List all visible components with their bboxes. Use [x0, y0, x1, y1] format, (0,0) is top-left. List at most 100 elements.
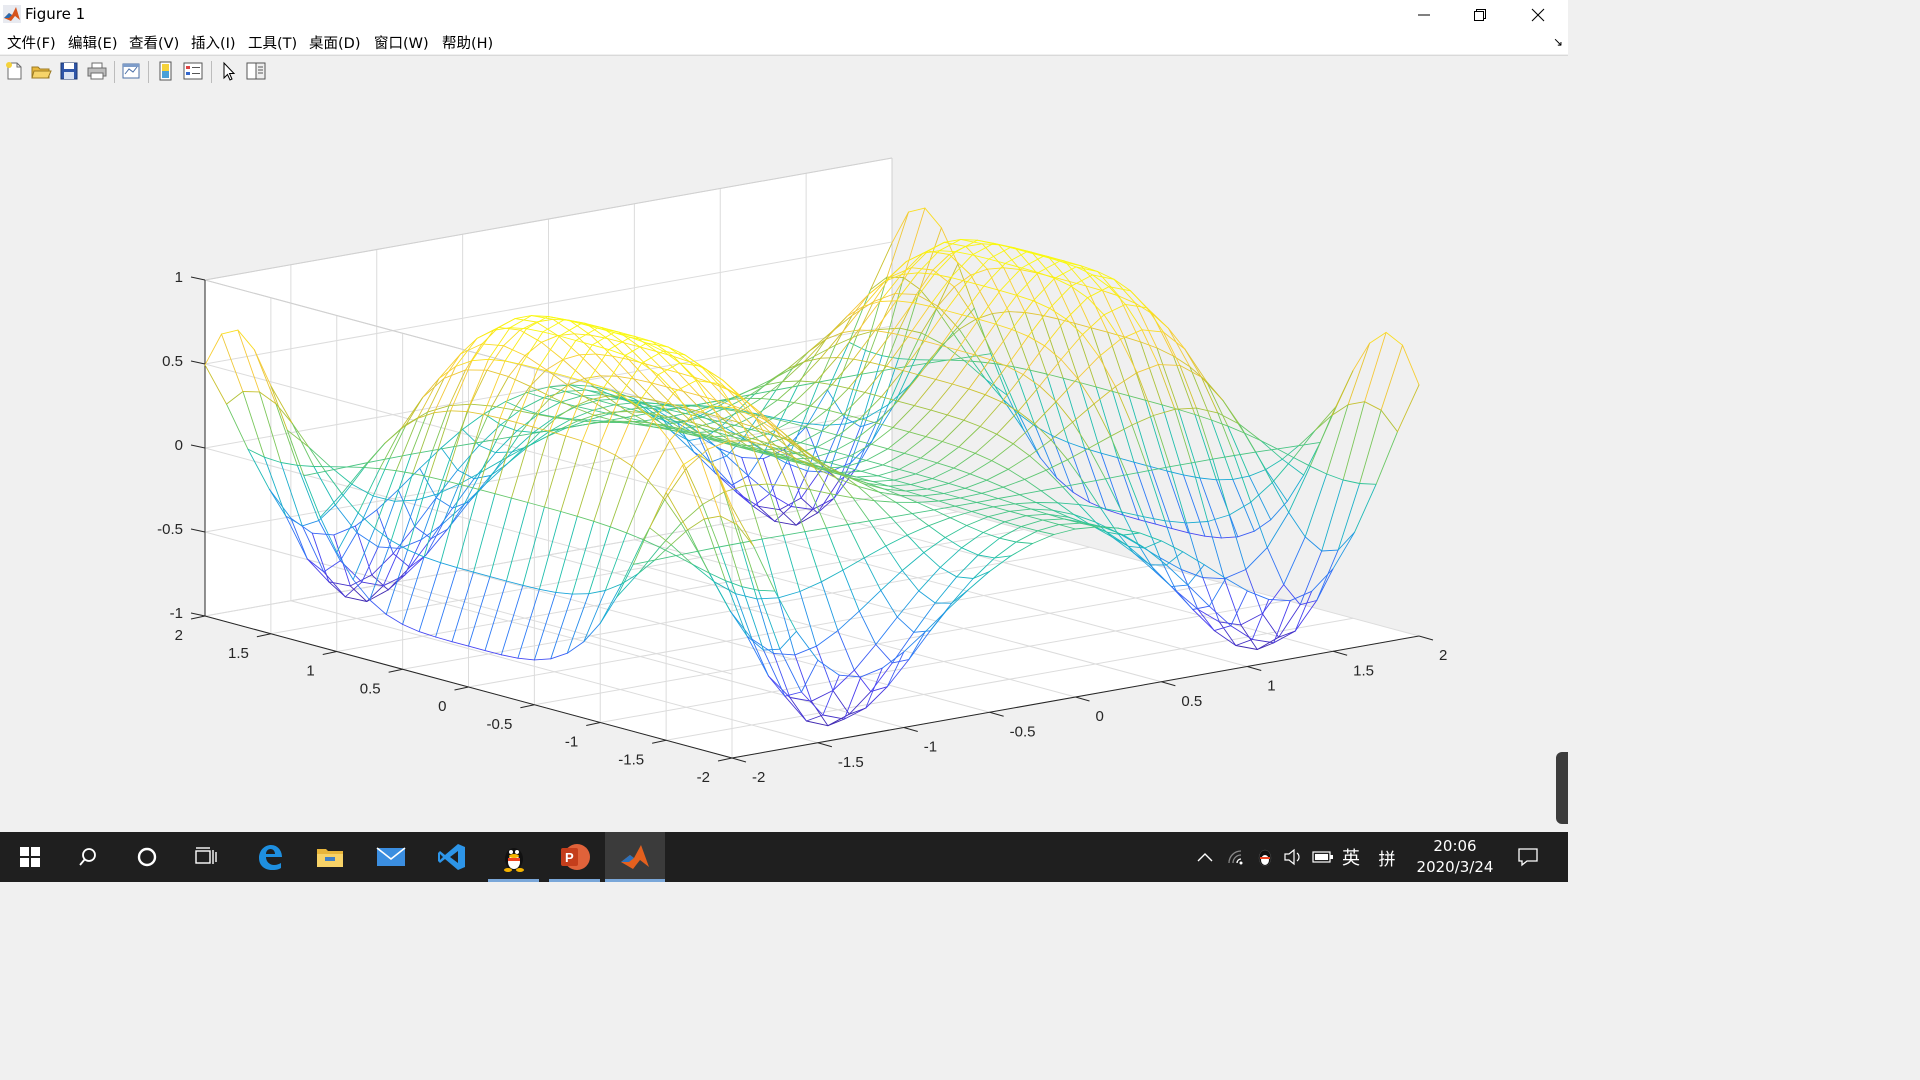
mesh-segment [917, 250, 940, 274]
property-inspector-icon[interactable] [245, 60, 267, 82]
mesh-segment [455, 337, 478, 367]
insert-colorbar-icon[interactable] [155, 60, 177, 82]
mesh-segment [1057, 502, 1080, 506]
grid-line-z [204, 241, 893, 365]
mesh-segment [1128, 395, 1151, 468]
mesh-segment [838, 434, 856, 441]
mesh-segment [986, 468, 1009, 481]
mesh-segment [591, 344, 610, 351]
menu-window[interactable]: 窗口(W) [374, 36, 429, 52]
figure-canvas[interactable]: -1 -0.5 0 0.5 1 -2 -1.5 -1 -0.5 0 0.5 1 1.5 2 -2 -1.5 -1… [0, 88, 1568, 832]
task-view-button[interactable] [176, 832, 236, 882]
mesh-segment [456, 488, 479, 569]
taskbar-clock[interactable]: 20:06 2020/3/24 [1410, 836, 1500, 878]
taskbar-edge[interactable] [240, 832, 300, 882]
start-button[interactable] [0, 832, 60, 882]
link-plot-icon[interactable] [120, 60, 142, 82]
minimize-button[interactable] [1396, 0, 1452, 29]
mesh-segment [862, 483, 880, 493]
menu-desktop[interactable]: 桌面(D) [309, 36, 361, 52]
menu-edit[interactable]: 编辑(E) [68, 36, 118, 52]
show-hidden-icons-button[interactable] [1194, 832, 1216, 882]
mesh-segment [1067, 442, 1091, 503]
mesh-segment [865, 686, 888, 709]
mesh-segment [961, 314, 980, 320]
volume-tray[interactable] [1282, 832, 1304, 882]
mesh-segment [923, 537, 946, 554]
mesh-segment [681, 428, 704, 439]
mesh-segment [780, 454, 803, 465]
edit-plot-icon[interactable] [218, 60, 240, 82]
print-icon[interactable] [86, 60, 108, 82]
mesh-segment [366, 589, 389, 602]
ime-layout-indicator[interactable]: 拼 [1378, 849, 1396, 870]
mesh-segment [415, 449, 434, 501]
mesh-segment [1013, 366, 1036, 427]
dock-figure-icon[interactable]: ↘ [1552, 35, 1563, 49]
mesh-segment [795, 630, 819, 661]
battery-tray[interactable] [1311, 832, 1335, 882]
mesh-segment [1012, 423, 1036, 445]
mesh-segment [1014, 502, 1037, 505]
taskbar-powerpoint[interactable]: P [549, 832, 600, 882]
mesh-segment [1112, 390, 1135, 463]
mesh-segment [687, 408, 711, 428]
menu-help[interactable]: 帮助(H) [442, 36, 494, 52]
mesh-segment [362, 442, 386, 468]
mesh-segment [666, 386, 684, 392]
mesh-segment [569, 384, 587, 391]
network-tray[interactable] [1226, 832, 1248, 882]
mesh-segment [878, 491, 902, 496]
mesh-segment [682, 464, 705, 520]
x-tick-mark [1161, 681, 1176, 687]
mesh-segment [809, 489, 832, 495]
save-icon[interactable] [58, 60, 80, 82]
taskbar-matlab[interactable] [605, 832, 665, 882]
action-center-button[interactable] [1510, 832, 1546, 882]
mesh-segment [885, 545, 903, 571]
mesh-segment [478, 417, 501, 490]
mesh-segment [1016, 272, 1039, 296]
mesh-segment [886, 211, 909, 278]
taskbar-mail[interactable] [361, 832, 421, 882]
menu-view[interactable]: 查看(V) [129, 36, 180, 52]
x-tick-mark [731, 757, 747, 763]
close-button[interactable] [1510, 0, 1566, 29]
taskbar-vscode[interactable] [422, 832, 482, 882]
search-button[interactable] [58, 832, 118, 882]
edge-resize-handle[interactable] [1556, 752, 1568, 824]
mesh-segment [831, 384, 849, 389]
mesh-segment [483, 413, 502, 426]
mesh-segment [555, 406, 574, 419]
ime-mode-indicator[interactable]: 英 [1342, 848, 1360, 869]
mesh-segment [418, 562, 442, 633]
open-file-icon[interactable] [30, 60, 52, 82]
mesh-segment [903, 631, 926, 653]
toolbar-separator [114, 61, 115, 83]
taskbar-file-explorer[interactable] [300, 832, 360, 882]
mesh-segment [625, 413, 648, 418]
mesh-plot[interactable]: -1-0.500.51-2-1.5-1-0.500.511.52-2-1.5-1… [0, 88, 1568, 832]
mesh-segment [707, 448, 725, 493]
mesh-segment [1050, 421, 1074, 441]
mesh-segment [548, 377, 572, 432]
menu-insert[interactable]: 插入(I) [191, 36, 236, 52]
mesh-segment [1286, 474, 1305, 502]
menu-tools[interactable]: 工具(T) [248, 36, 298, 52]
mesh-segment [702, 503, 720, 548]
mesh-segment [1017, 410, 1036, 425]
taskbar-qq[interactable] [488, 832, 539, 882]
mesh-segment [1042, 519, 1060, 526]
restore-button[interactable] [1452, 0, 1508, 29]
mesh-segment [722, 408, 741, 413]
qq-tray[interactable] [1254, 832, 1276, 882]
new-figure-icon[interactable] [3, 60, 25, 82]
insert-legend-icon[interactable] [182, 60, 204, 82]
cortana-button[interactable] [117, 832, 177, 882]
menu-file[interactable]: 文件(F) [7, 36, 56, 52]
mesh-segment [490, 463, 508, 476]
mesh-segment [1098, 356, 1116, 388]
mesh-segment [306, 558, 325, 573]
mesh-segment [1326, 404, 1349, 475]
mesh-segment [915, 293, 939, 307]
